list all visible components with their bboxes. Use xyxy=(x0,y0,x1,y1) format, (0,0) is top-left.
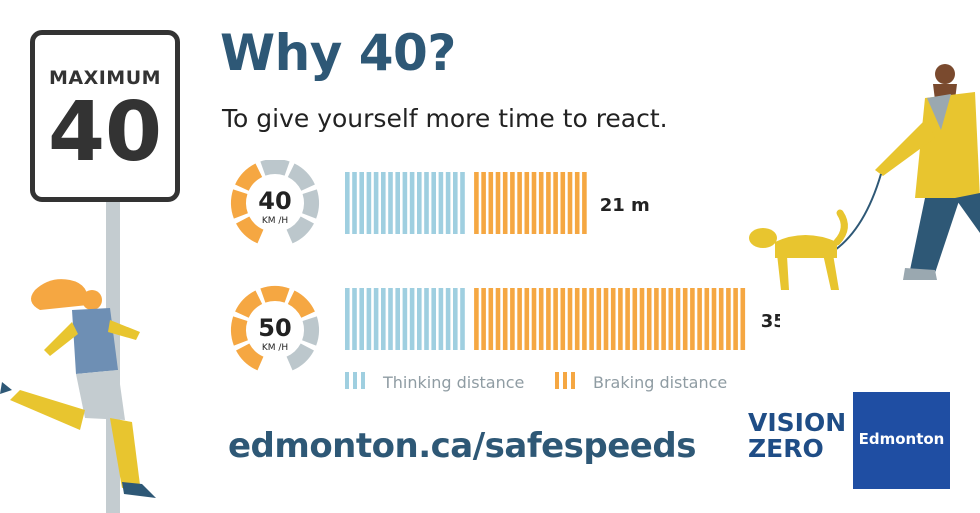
edmonton-logo: Edmonton xyxy=(853,392,950,489)
gauge-segment xyxy=(236,216,264,244)
gauge-speed-label: 50 xyxy=(258,314,291,342)
dog-walker-illustration xyxy=(749,64,980,290)
gauge-unit-label: KM /H xyxy=(262,216,288,226)
gauge-unit-label: KM /H xyxy=(262,343,288,353)
bar-braking-50 xyxy=(474,288,746,350)
gauge-segment xyxy=(236,343,264,371)
gauge-segment xyxy=(287,290,315,318)
gauge-segment xyxy=(231,316,248,346)
speed-limit-sign: MAXIMUM 40 xyxy=(30,30,180,202)
gauge-speed-label: 40 xyxy=(258,187,291,215)
vision-zero-logo: VISION ZERO xyxy=(748,410,846,462)
sign-label: MAXIMUM xyxy=(48,67,162,89)
gauge-segment xyxy=(260,286,290,303)
gauge-segment xyxy=(286,216,314,244)
runner-illustration xyxy=(0,279,156,498)
gauge-segment xyxy=(260,160,290,176)
page-title: Why 40? xyxy=(220,24,456,82)
gauge-segment xyxy=(302,316,319,346)
distance-total-label: 35 m xyxy=(761,311,780,332)
website-url[interactable]: edmonton.ca/safespeeds xyxy=(228,426,696,466)
gauge-segment xyxy=(235,163,263,191)
legend-label: Thinking distance xyxy=(382,373,524,392)
gauge-segment xyxy=(302,189,319,219)
bar-thinking-50 xyxy=(345,288,465,350)
sign-value: 40 xyxy=(47,85,163,180)
gauge-segment xyxy=(231,189,248,219)
legend-label: Braking distance xyxy=(593,373,727,392)
edmonton-logo-text: Edmonton xyxy=(858,430,945,448)
chart-legend: Thinking distance Braking distance xyxy=(345,372,727,392)
zero-text: ZERO xyxy=(748,434,824,463)
page-subtitle: To give yourself more time to react. xyxy=(222,104,668,133)
legend-item-braking: Braking distance xyxy=(555,372,727,392)
legend-item-thinking: Thinking distance xyxy=(345,372,524,392)
bar-braking-40 xyxy=(474,172,587,234)
distance-total-label: 21 m xyxy=(600,195,650,216)
bars-layer: 21 m 35 m xyxy=(345,172,780,350)
bar-thinking-40 xyxy=(345,172,465,234)
gauge-segment xyxy=(286,343,314,371)
gauge-segment xyxy=(235,290,263,318)
vision-text: VISION xyxy=(748,408,847,437)
gauge-segment xyxy=(287,163,315,191)
